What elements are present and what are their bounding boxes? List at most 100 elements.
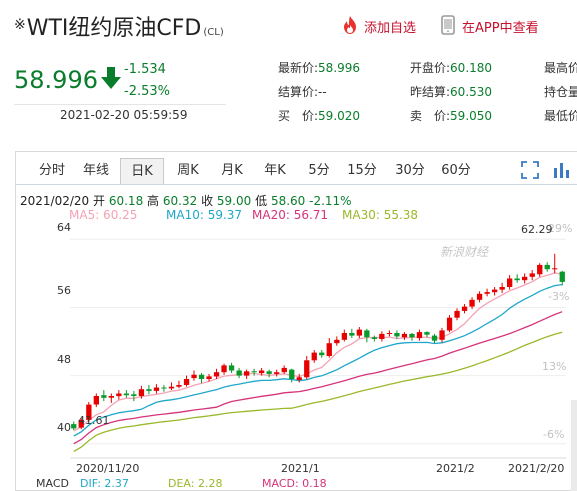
candle-body [206, 376, 212, 379]
tab-15min[interactable]: 15分 [347, 163, 377, 178]
candle-body [176, 385, 182, 387]
tab-daily-k[interactable]: 日K [120, 158, 164, 184]
candle [379, 331, 385, 342]
candle [386, 330, 393, 337]
candle [138, 385, 145, 399]
open-app-label: 在APP中查看 [462, 21, 539, 36]
candle [334, 336, 340, 346]
pct-tick-label: -3% [548, 290, 570, 303]
candle [123, 390, 129, 398]
candle [401, 332, 408, 340]
pct-tick-label: 13% [542, 360, 567, 373]
candle-body [499, 287, 505, 290]
candle [409, 333, 415, 341]
price-change: -1.534 [124, 62, 166, 77]
candle [484, 288, 490, 297]
candle-body [296, 377, 302, 380]
candle-body [386, 333, 393, 334]
candle-body [379, 333, 385, 339]
tab-monthly-k[interactable]: 月K [221, 163, 243, 178]
candle [176, 380, 182, 389]
candle-body [484, 292, 490, 294]
candle [476, 291, 483, 303]
candle-body [529, 273, 535, 277]
fullscreen-icon[interactable] [520, 160, 540, 180]
quote-field-ask: 卖 价:59.050 [410, 109, 493, 123]
quote-field-prev-settle: 昨结算:60.530 [410, 85, 493, 99]
ma20-line [73, 311, 563, 445]
ma5-line [73, 272, 563, 432]
candle [213, 368, 220, 379]
candle-body [476, 293, 483, 300]
candle-body [356, 329, 362, 336]
candle [266, 369, 272, 378]
add-watchlist-label: 添加自选 [364, 21, 417, 36]
candle [356, 327, 362, 339]
candle [86, 402, 92, 422]
candle-body [401, 333, 408, 338]
quote-field-last: 最新价:58.996 [278, 61, 361, 75]
candle-body [319, 352, 325, 356]
candle [161, 384, 167, 392]
candle [522, 273, 528, 284]
candle-body [131, 394, 137, 396]
candle [116, 390, 122, 400]
tab-year-line[interactable]: 年线 [82, 163, 109, 178]
candle [492, 287, 498, 296]
tabs-divider [15, 184, 577, 185]
candle-body [213, 372, 220, 377]
candle [349, 328, 355, 339]
y-tick-label: 64 [57, 221, 71, 234]
page-scrollbar[interactable] [571, 400, 577, 491]
macd-value: MACD: 0.18 [262, 477, 327, 490]
candle-body [341, 333, 347, 340]
ma10-line [73, 283, 563, 437]
macd-label: MACD [36, 477, 69, 490]
candle [274, 369, 280, 377]
candle-body [409, 333, 415, 338]
ma30-legend: MA30: 55.38 [342, 208, 419, 222]
candle [326, 338, 332, 358]
candle-body [507, 278, 513, 287]
tab-5min[interactable]: 5分 [308, 163, 330, 178]
tab-60min[interactable]: 60分 [441, 163, 471, 178]
candle [244, 369, 250, 379]
arrow-down-icon [101, 67, 121, 89]
candle [319, 350, 325, 358]
candle-body [552, 268, 558, 270]
candle-body [334, 339, 340, 344]
candle-body [86, 404, 92, 420]
candle [446, 315, 453, 333]
min-price-label: 41.61 [78, 414, 110, 427]
title-text: WTI纽约原油CFD [26, 16, 202, 41]
candle [364, 328, 370, 343]
candle [168, 382, 175, 391]
candle [108, 393, 114, 403]
candle-body [198, 374, 205, 379]
candle-body [244, 371, 250, 376]
max-price-label: 62.29 [521, 223, 553, 236]
indicator-settings-icon[interactable] [552, 160, 570, 180]
candle [424, 331, 430, 338]
candle-body [101, 395, 107, 398]
candle-body [431, 335, 438, 341]
x-tick-label: 2021/2 [436, 462, 475, 475]
tab-yearly-k[interactable]: 年K [264, 163, 286, 178]
y-tick-label: 56 [57, 284, 71, 297]
tab-weekly-k[interactable]: 周K [177, 163, 199, 178]
instrument-title: ※WTI纽约原油CFD (CL) [14, 10, 224, 42]
candle [183, 375, 190, 387]
candle [537, 263, 543, 277]
candle-body [116, 393, 122, 397]
tab-fenshi[interactable]: 分时 [38, 163, 65, 178]
tab-30min[interactable]: 30分 [395, 163, 425, 178]
price-divider [14, 104, 226, 105]
candle-body [266, 371, 272, 374]
candle [544, 262, 550, 272]
candle [371, 335, 377, 342]
ma5-legend: MA5: 60.25 [69, 208, 138, 222]
quote-field-low: 最低价 [544, 109, 577, 123]
candle-body [326, 343, 332, 356]
pct-tick-label: -6% [543, 428, 565, 441]
